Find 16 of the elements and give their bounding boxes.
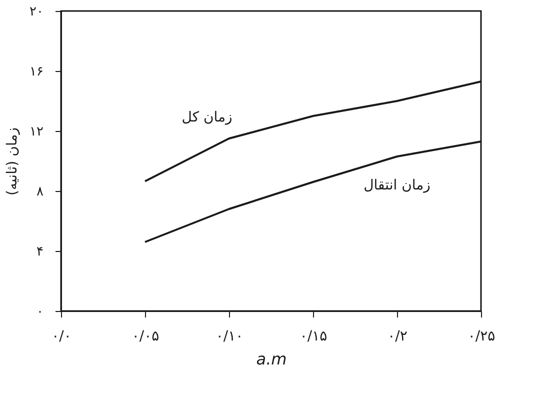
series-label: زمان کل [182,110,232,126]
y-tick-label: ۰ [36,304,44,320]
x-axis-title: a.m [256,350,287,368]
x-tick-label: ۰/۱۰ [216,328,244,344]
x-tick-label: ۰/۰۵ [132,328,160,344]
y-axis-title: زمان (ثانیه) [4,128,21,196]
x-tick-label: ۰/۲۵ [468,328,496,344]
y-tick-label: ۴ [36,244,44,260]
y-tick-label: ۲۰ [30,4,44,20]
series-label: زمان انتقال [364,178,430,194]
y-tick-label: ۱۶ [30,64,44,80]
x-tick-label: ۰/۲ [388,328,408,344]
x-tick-label: ۰/۱۵ [300,328,328,344]
y-tick-label: ۱۲ [30,124,44,140]
x-tick-label: ۰/۰ [52,328,72,344]
y-tick-label: ۸ [36,184,44,200]
